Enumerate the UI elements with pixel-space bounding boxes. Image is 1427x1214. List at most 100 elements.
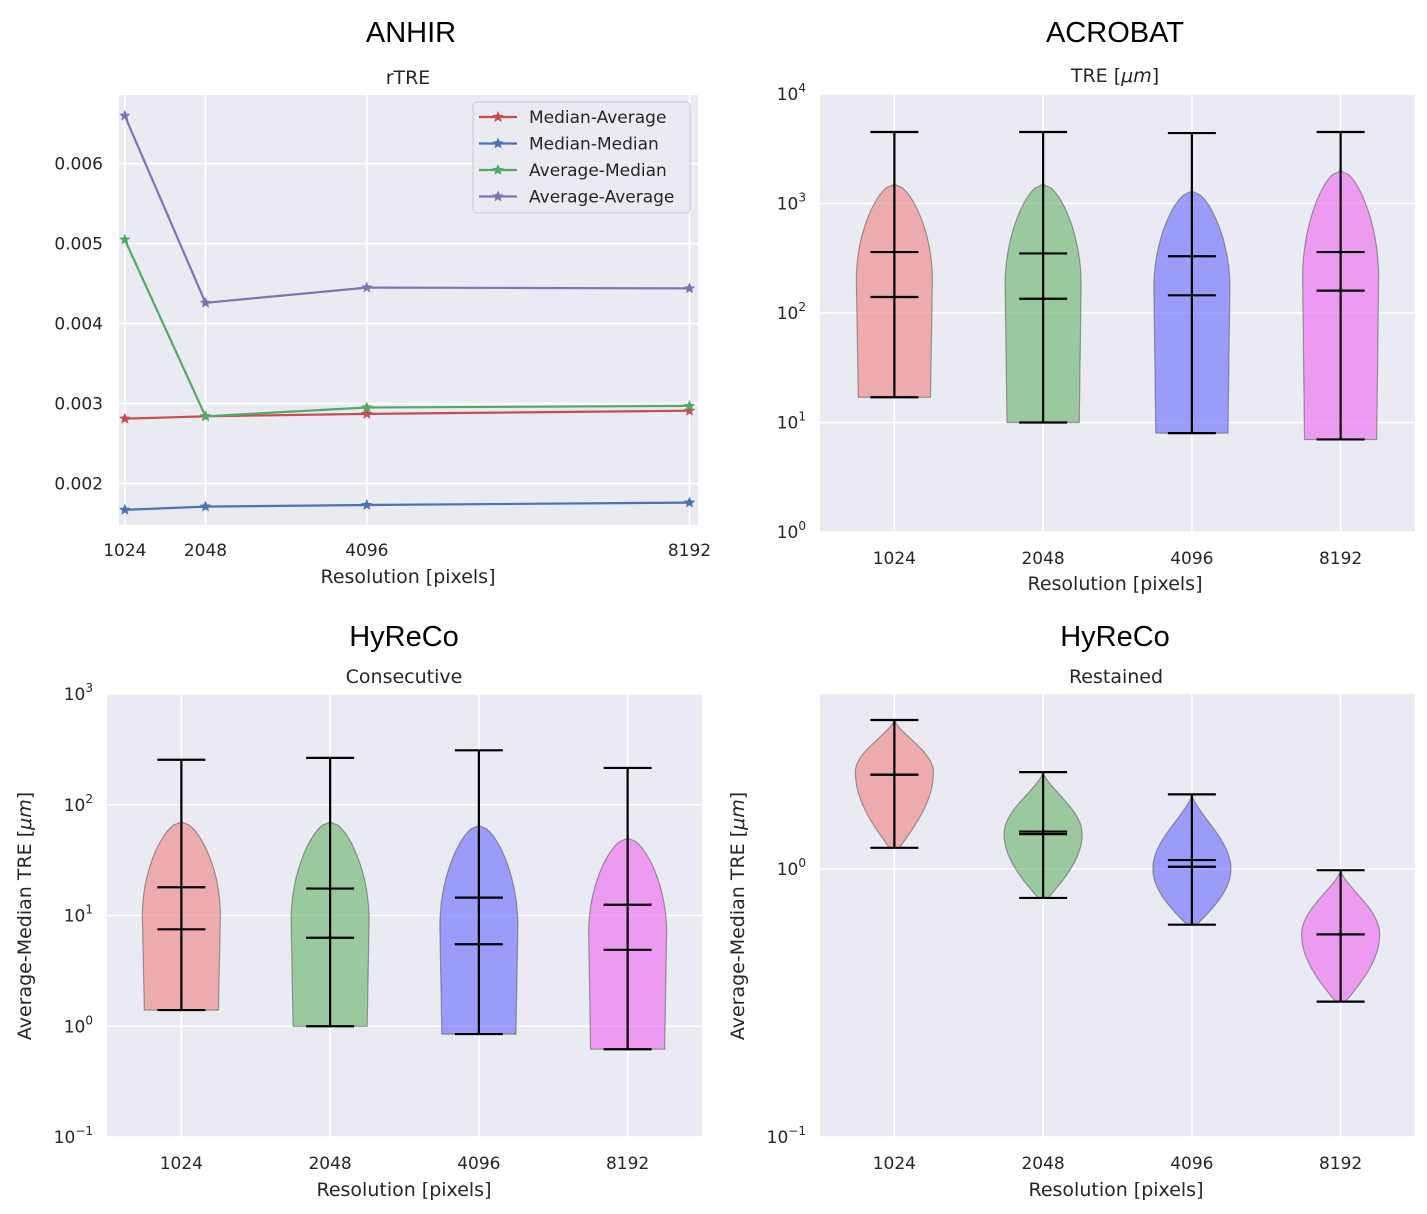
y-tick-label: 101 [777, 410, 806, 434]
y-tick-labels-anhir: 0.002 0.003 0.004 0.005 0.006 [54, 155, 103, 495]
legend-label: Average-Average [529, 188, 674, 208]
data-point-star [361, 407, 373, 419]
chart-title-tre-suffix: ] [1152, 65, 1159, 87]
legend-marker [492, 137, 504, 149]
data-point-star [361, 499, 373, 510]
data-point-star [119, 503, 131, 515]
violin-2048 [1003, 770, 1083, 900]
data-point-star [683, 282, 696, 294]
y-tick-label: 102 [777, 300, 806, 324]
legend-label: Average-Median [529, 161, 667, 181]
x-tick-label: 1024 [103, 541, 146, 561]
legend-label: Median-Median [529, 135, 659, 155]
y-tick-labels-consecutive: 10−1 100 101 102 103 [54, 681, 93, 1148]
figure-title-anhir: ANHIR [366, 17, 456, 49]
y-axis-label-restained-unit: μm [727, 799, 749, 831]
chart-title-tre-prefix: TRE [ [1070, 65, 1121, 87]
legend-marker [492, 111, 504, 122]
chart-title-consecutive: Consecutive [346, 666, 463, 688]
violin-2048 [290, 756, 370, 1028]
y-tick-label: 0.003 [54, 395, 103, 415]
x-tick-labels-acrobat: 1024 2048 4096 8192 [873, 549, 1363, 569]
y-axis-label-restained-suffix: ] [727, 792, 749, 799]
y-axis-label-consecutive: Average-Median TRE [μm] [14, 792, 36, 1040]
y-axis-label-consecutive-suffix: ] [14, 792, 36, 799]
y-tick-label: 0.002 [54, 474, 103, 494]
y-tick-label: 103 [64, 681, 93, 705]
x-tick-label: 8192 [606, 1154, 649, 1174]
x-tick-label: 2048 [184, 541, 227, 561]
chart-title-tre: TRE [μm] [1070, 65, 1159, 87]
y-tick-label: 102 [64, 792, 93, 816]
x-tick-labels-restained: 1024 2048 4096 8192 [873, 1154, 1363, 1174]
y-tick-label: 100 [777, 519, 806, 543]
x-axis-label-restained: Resolution [pixels] [1028, 1179, 1203, 1201]
x-axis-label-consecutive: Resolution [pixels] [316, 1179, 491, 1201]
y-tick-label: 10−1 [54, 1124, 93, 1148]
series-line [124, 409, 690, 420]
panel-anhir: ANHIR rTRE 0.002 0.003 0.004 0.005 0.006 102… [54, 17, 711, 588]
y-tick-labels-acrobat: 100 101 102 103 104 [777, 81, 806, 543]
chart-title-tre-unit: μm [1120, 65, 1152, 87]
violins-consecutive [141, 749, 668, 1051]
y-tick-label: 104 [777, 81, 806, 105]
y-axis-label-restained: Average-Median TRE [μm] [727, 792, 749, 1040]
y-axis-label-restained-prefix: Average-Median TRE [ [727, 830, 749, 1040]
legend-entry: Median-Median [479, 135, 659, 155]
x-tick-label: 2048 [1021, 549, 1064, 569]
series-line [123, 239, 690, 418]
series-average-median [119, 233, 696, 422]
x-tick-label: 4096 [1170, 1154, 1213, 1174]
violin-8192 [1300, 868, 1381, 1003]
figure-title-acrobat: ACROBAT [1046, 17, 1184, 49]
violin-2048 [1004, 130, 1082, 424]
y-tick-label: 0.004 [54, 315, 103, 335]
violin-1024 [855, 130, 934, 399]
x-tick-label: 2048 [308, 1154, 351, 1174]
x-tick-label: 1024 [160, 1154, 203, 1174]
y-tick-label: 101 [64, 903, 93, 927]
data-point-star [119, 109, 131, 121]
data-point-star [361, 281, 373, 293]
violin-1024 [854, 718, 935, 849]
chart-title-rtre: rTRE [386, 67, 431, 89]
figure-title-hyreco-2: HyReCo [1060, 621, 1170, 653]
data-point-star [683, 404, 696, 416]
legend-entry: Median-Average [479, 108, 666, 128]
x-axis-label-acrobat: Resolution [pixels] [1027, 573, 1202, 595]
x-tick-labels-consecutive: 1024 2048 4096 8192 [160, 1154, 650, 1174]
data-point-star [199, 410, 212, 422]
violin-4096 [439, 749, 519, 1036]
legend-box [472, 101, 691, 214]
data-point-star [361, 401, 373, 413]
y-axis-label-consecutive-unit: μm [14, 799, 36, 831]
series-lines-anhir [119, 109, 696, 515]
series-line [124, 501, 690, 511]
x-tick-label: 8192 [668, 541, 711, 561]
y-tick-label: 100 [64, 1013, 93, 1037]
panel-hyreco-restained: HyReCo Restained 10−1 100 1024 2048 4096 819… [727, 621, 1415, 1201]
legend-anhir: Median-Average Median-Median Average-Media… [472, 101, 691, 214]
y-axis-label-consecutive-prefix: Average-Median TRE [ [14, 830, 36, 1040]
data-point-star [683, 399, 696, 411]
x-axis-label-anhir: Resolution [pixels] [320, 566, 495, 588]
x-tick-label: 8192 [1319, 549, 1362, 569]
x-tick-labels-anhir: 1024 2048 4096 8192 [103, 541, 711, 561]
legend-marker [492, 190, 504, 202]
data-point-star [119, 233, 131, 245]
legend-marker [492, 164, 504, 175]
data-point-star [199, 296, 212, 308]
x-tick-label: 2048 [1021, 1154, 1064, 1174]
x-tick-label: 1024 [873, 549, 916, 569]
legend-entry: Average-Average [479, 188, 674, 208]
x-tick-label: 4096 [345, 541, 388, 561]
violin-4096 [1152, 793, 1232, 926]
data-point-star [199, 500, 212, 512]
panel-acrobat: ACROBAT TRE [μm] 100 101 102 103 104 1024 204… [777, 17, 1415, 595]
y-tick-label: 100 [777, 856, 806, 880]
violins-restained [854, 718, 1381, 1003]
x-tick-label: 4096 [457, 1154, 500, 1174]
panel-hyreco-consecutive: HyReCo Consecutive 10−1 100 101 102 103 1024… [14, 621, 702, 1201]
legend-entry: Average-Median [479, 161, 667, 181]
